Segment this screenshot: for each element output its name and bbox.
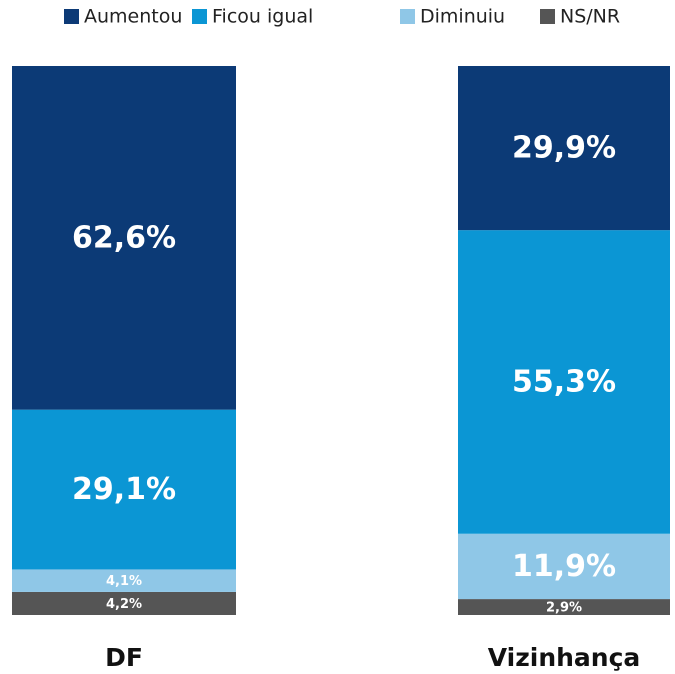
bar-segment bbox=[12, 409, 236, 570]
data-label: 62,6% bbox=[72, 220, 176, 255]
legend-swatch bbox=[400, 9, 415, 24]
legend-swatch bbox=[192, 9, 207, 24]
bar-segment bbox=[458, 66, 670, 231]
data-label: 29,9% bbox=[512, 131, 616, 166]
bar-segment bbox=[12, 569, 236, 592]
bar-segment bbox=[458, 599, 670, 615]
data-label: 11,9% bbox=[512, 549, 616, 584]
data-label: 2,9% bbox=[546, 601, 582, 616]
data-label: 4,1% bbox=[106, 574, 142, 589]
data-label: 4,2% bbox=[106, 597, 142, 612]
legend-label: NS/NR bbox=[560, 6, 620, 28]
bar-segment bbox=[12, 66, 236, 410]
legend-swatch bbox=[540, 9, 555, 24]
data-label: 55,3% bbox=[512, 364, 616, 399]
bar-segment bbox=[12, 591, 236, 615]
legend-label: Diminuiu bbox=[420, 6, 505, 28]
legend-label: Ficou igual bbox=[212, 6, 313, 28]
category-label: Vizinhança bbox=[488, 643, 641, 672]
bar-segment bbox=[458, 230, 670, 534]
bar-segment bbox=[458, 533, 670, 600]
category-label: DF bbox=[105, 643, 143, 672]
legend-label: Aumentou bbox=[84, 6, 182, 28]
legend-swatch bbox=[64, 9, 79, 24]
data-label: 29,1% bbox=[72, 472, 176, 507]
